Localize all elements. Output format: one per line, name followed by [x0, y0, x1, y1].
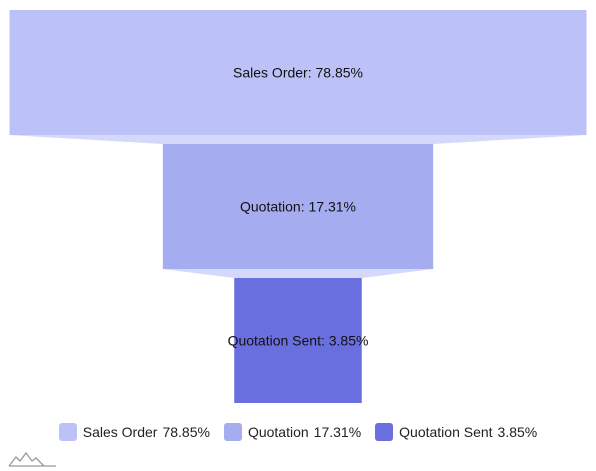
legend-item-sales-order[interactable]: Sales Order 78.85%: [58, 423, 210, 441]
funnel-stage-quotation[interactable]: [162, 144, 434, 269]
legend-value: 17.31%: [313, 424, 362, 440]
legend-value: 3.85%: [497, 424, 538, 440]
mountain-peaks-icon: [8, 451, 56, 467]
funnel-label-quotation: Quotation: 17.31%: [240, 199, 356, 215]
legend-swatch: [375, 423, 394, 441]
funnel-stage-sales-order[interactable]: [9, 10, 587, 135]
funnel-stage-quotation-sent[interactable]: [234, 278, 362, 403]
funnel-connector-quotation: [162, 269, 434, 278]
legend-swatch: [223, 423, 242, 441]
funnel-labels: Sales Order: 78.85% Quotation: 17.31% Quot…: [228, 65, 369, 349]
funnel-connector-sales-order: [9, 135, 587, 144]
legend-name: Sales Order: [82, 424, 158, 440]
chart-legend: Sales Order 78.85% Quotation 17.31% Quotatio…: [0, 421, 596, 443]
legend-name: Quotation: [247, 424, 309, 440]
funnel-label-sales-order: Sales Order: 78.85%: [233, 65, 363, 81]
legend-item-quotation[interactable]: Quotation 17.31%: [223, 423, 362, 441]
legend-name: Quotation Sent: [399, 424, 493, 440]
legend-swatch: [58, 423, 77, 441]
funnel-label-quotation-sent: Quotation Sent: 3.85%: [228, 333, 369, 349]
funnel-connectors: [9, 135, 587, 278]
legend-value: 78.85%: [162, 424, 210, 440]
funnel-bars: [9, 10, 587, 403]
legend-item-quotation-sent[interactable]: Quotation Sent 3.85%: [375, 423, 537, 441]
